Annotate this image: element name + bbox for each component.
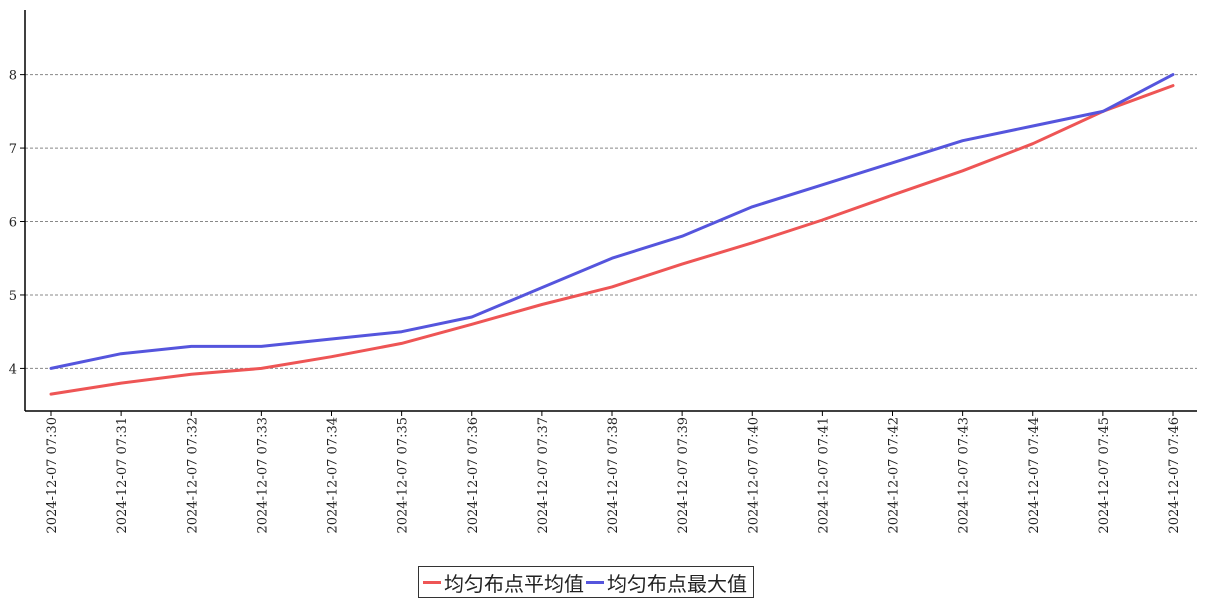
legend-label-max: 均匀布点最大值 bbox=[607, 571, 747, 596]
x-tick-label: 2024-12-07 07:42 bbox=[887, 417, 902, 534]
y-tick-label: 6 bbox=[9, 216, 17, 231]
x-tick-label: 2024-12-07 07:37 bbox=[536, 417, 551, 534]
x-tick-label: 2024-12-07 07:38 bbox=[606, 417, 621, 534]
legend-swatch-avg bbox=[423, 580, 441, 584]
x-tick-label: 2024-12-07 07:39 bbox=[676, 417, 691, 534]
legend: 均匀布点平均值 均匀布点最大值 bbox=[418, 566, 754, 598]
axes bbox=[24, 10, 1197, 412]
y-tick-label: 4 bbox=[9, 362, 17, 377]
x-tick-label: 2024-12-07 07:35 bbox=[396, 417, 411, 534]
grid-lines bbox=[25, 74, 1197, 369]
x-axis-ticks: 2024-12-07 07:30 2024-12-07 07:31 2024-12-… bbox=[45, 411, 1182, 534]
y-tick-label: 7 bbox=[9, 142, 17, 157]
x-tick-label: 2024-12-07 07:34 bbox=[326, 417, 341, 534]
x-tick-label: 2024-12-07 07:30 bbox=[45, 417, 60, 534]
x-tick-label: 2024-12-07 07:46 bbox=[1167, 417, 1182, 534]
legend-item-avg[interactable]: 均匀布点平均值 bbox=[423, 568, 584, 597]
series-lines bbox=[49, 73, 1175, 396]
series-line-max bbox=[49, 73, 1175, 370]
x-tick-label: 2024-12-07 07:36 bbox=[466, 417, 481, 534]
x-tick-label: 2024-12-07 07:33 bbox=[255, 417, 270, 534]
x-tick-label: 2024-12-07 07:45 bbox=[1097, 417, 1112, 534]
y-tick-label: 5 bbox=[9, 289, 17, 304]
legend-swatch-max bbox=[586, 580, 604, 584]
legend-label-avg: 均匀布点平均值 bbox=[444, 571, 584, 596]
x-tick-label: 2024-12-07 07:40 bbox=[746, 417, 761, 534]
y-axis-ticks: 4 5 6 7 8 bbox=[9, 69, 25, 377]
legend-item-max[interactable]: 均匀布点最大值 bbox=[586, 568, 747, 597]
series-line-avg bbox=[49, 84, 1175, 396]
x-tick-label: 2024-12-07 07:41 bbox=[816, 417, 831, 534]
y-tick-label: 8 bbox=[9, 69, 17, 84]
x-tick-label: 2024-12-07 07:31 bbox=[115, 417, 130, 534]
x-tick-label: 2024-12-07 07:43 bbox=[957, 417, 972, 534]
x-tick-label: 2024-12-07 07:32 bbox=[185, 417, 200, 534]
x-tick-label: 2024-12-07 07:44 bbox=[1027, 417, 1042, 534]
